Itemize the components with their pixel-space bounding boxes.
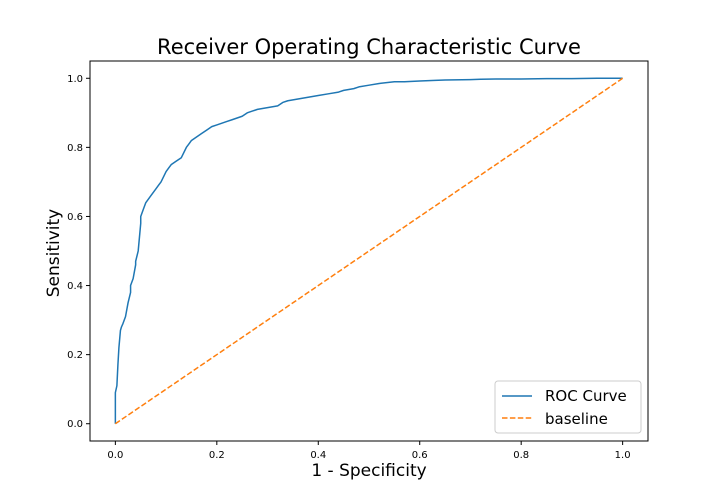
legend-label-roc-curve: ROC Curve (545, 387, 627, 405)
y-tick-label: 0.6 (67, 212, 83, 223)
x-axis: 0.0 0.2 0.4 0.6 0.8 1.0 (107, 441, 631, 461)
legend-box (494, 380, 642, 434)
y-axis: 0.0 0.2 0.4 0.6 0.8 1.0 (67, 74, 90, 430)
y-axis-label: Sensitivity (44, 209, 64, 298)
series-layer (114, 77, 624, 425)
x-tick-label: 0.2 (209, 450, 225, 461)
y-tick-label: 0.0 (67, 419, 83, 430)
chart-title: Receiver Operating Characteristic Curve (157, 35, 581, 59)
legend: ROC Curve baseline (494, 380, 642, 434)
plot-area (89, 60, 649, 442)
x-tick-label: 0.0 (107, 450, 123, 461)
y-tick-label: 0.2 (67, 350, 83, 361)
x-tick-label: 1.0 (615, 450, 631, 461)
y-tick-label: 0.4 (67, 281, 83, 292)
y-tick-label: 0.8 (67, 143, 83, 154)
series-line-roc-curve (114, 77, 623, 424)
y-tick-label: 1.0 (67, 74, 83, 85)
x-tick-label: 0.8 (513, 450, 529, 461)
x-tick-label: 0.4 (310, 450, 326, 461)
x-tick-label: 0.6 (412, 450, 428, 461)
x-axis-label: 1 - Specificity (311, 461, 426, 481)
legend-label-baseline: baseline (545, 410, 608, 428)
